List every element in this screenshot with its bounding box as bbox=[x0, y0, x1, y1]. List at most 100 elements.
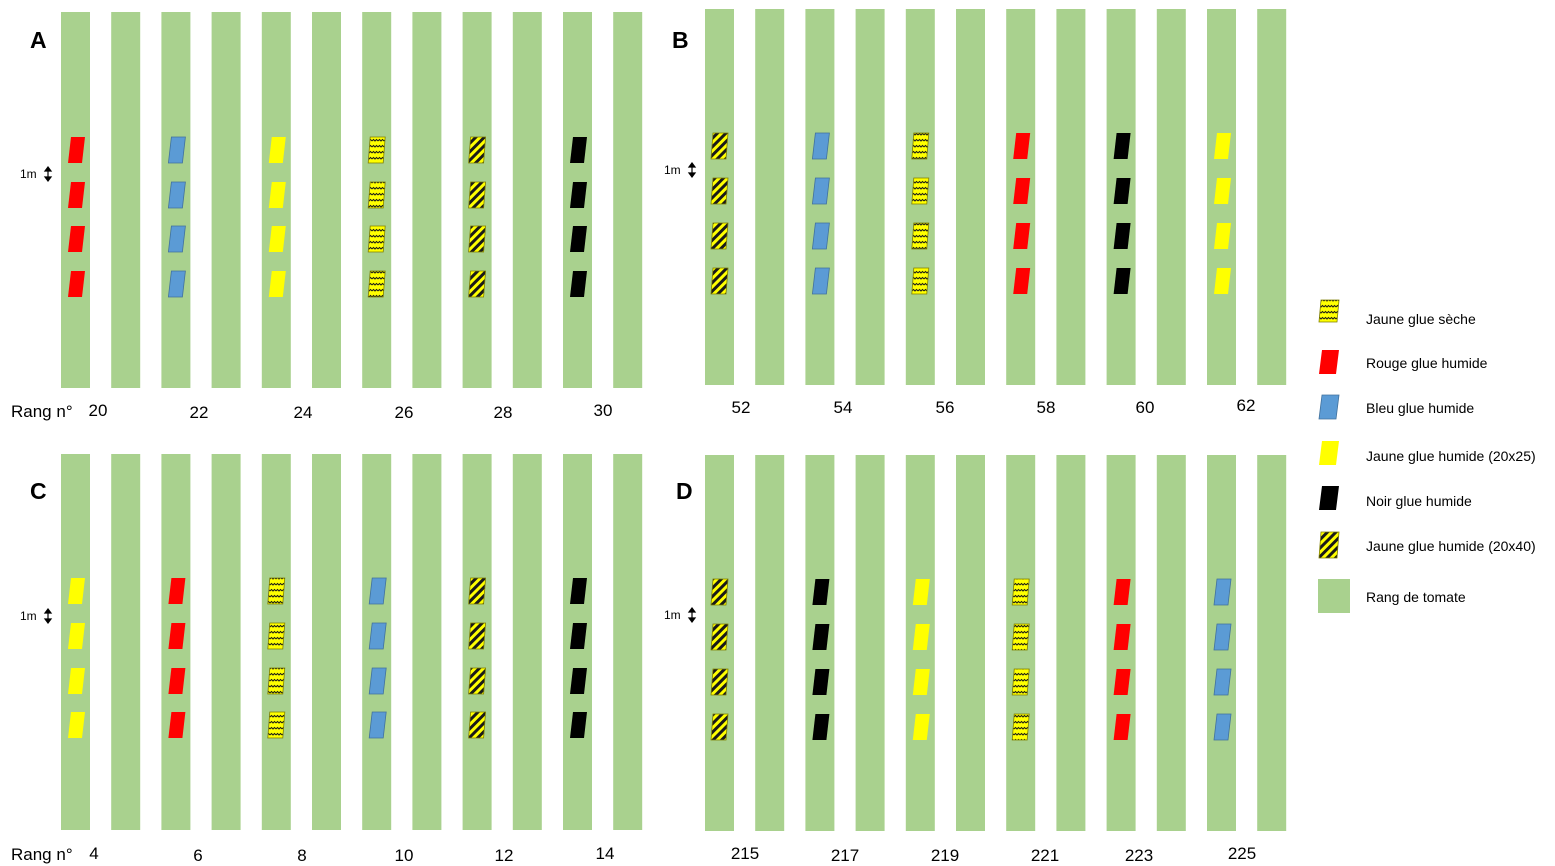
row-number: 14 bbox=[595, 844, 615, 863]
trap-yellow-dry bbox=[911, 132, 930, 160]
row-number: 10 bbox=[394, 846, 414, 865]
trap-black bbox=[1113, 223, 1131, 249]
tomato-row bbox=[1257, 9, 1287, 385]
trap-black bbox=[570, 623, 587, 649]
trap-red bbox=[1013, 133, 1031, 159]
trap-black bbox=[570, 137, 587, 163]
trap-yellow-dry bbox=[267, 711, 286, 739]
legend-label: Bleu glue humide bbox=[1366, 400, 1475, 416]
trap-yellow-wet-20x40 bbox=[710, 668, 729, 696]
trap-red bbox=[1113, 579, 1131, 605]
panel-d bbox=[705, 455, 1287, 831]
trap-yellow-wet-20x25 bbox=[1214, 268, 1231, 294]
row-number: 219 bbox=[930, 846, 960, 865]
rang-prefix-bottom: Rang n° bbox=[11, 845, 73, 864]
row-number: 223 bbox=[1124, 846, 1154, 865]
double-arrow-icon bbox=[687, 162, 697, 178]
row-number: 60 bbox=[1135, 398, 1155, 417]
trap-blue bbox=[368, 577, 387, 605]
trap-yellow-dry bbox=[911, 267, 930, 295]
trap-yellow-wet-20x40 bbox=[710, 267, 729, 295]
panel-letter-d: D bbox=[676, 478, 693, 504]
trap-yellow-wet-20x25 bbox=[68, 668, 85, 694]
legend-label: Jaune glue humide (20x40) bbox=[1366, 538, 1536, 554]
tomato-row bbox=[613, 454, 643, 830]
trap-yellow-wet-20x40 bbox=[468, 622, 487, 650]
trap-yellow-wet-20x40 bbox=[710, 132, 729, 160]
row-number: 52 bbox=[731, 398, 751, 417]
trap-black bbox=[812, 579, 830, 605]
trap-red bbox=[1113, 714, 1131, 740]
trap-blue bbox=[811, 267, 830, 295]
tomato-row bbox=[1156, 9, 1186, 385]
row-number: 56 bbox=[935, 398, 955, 417]
trap-blue bbox=[1213, 623, 1232, 651]
trap-yellow-dry bbox=[1011, 623, 1030, 651]
trap-yellow-dry bbox=[267, 622, 286, 650]
trap-yellow-wet-20x25 bbox=[912, 579, 930, 605]
row-number: 225 bbox=[1227, 844, 1257, 863]
panel-letter-a: A bbox=[30, 27, 47, 53]
row-number: 58 bbox=[1036, 398, 1056, 417]
scale-label-b: 1m bbox=[664, 163, 681, 177]
trap-red bbox=[68, 271, 85, 297]
trap-blue bbox=[811, 222, 830, 250]
trap-black bbox=[812, 624, 830, 650]
tomato-row bbox=[111, 12, 141, 388]
double-arrow-icon bbox=[687, 607, 697, 623]
trap-yellow-wet-20x40 bbox=[468, 181, 487, 209]
tomato-row bbox=[111, 454, 141, 830]
trap-yellow-dry bbox=[1011, 713, 1030, 741]
trap-yellow-dry bbox=[911, 222, 930, 250]
panel-letter-b: B bbox=[672, 27, 689, 53]
yellow-dry-trap-icon bbox=[1318, 299, 1340, 323]
trap-yellow-wet-20x25 bbox=[912, 669, 930, 695]
scale-label-a: 1m bbox=[20, 167, 37, 181]
tomato-row bbox=[312, 454, 341, 830]
row-number: 6 bbox=[193, 846, 203, 865]
panel-a bbox=[61, 12, 643, 388]
yellow-wet-trap-icon bbox=[1319, 441, 1339, 465]
trap-blue bbox=[368, 711, 387, 739]
trap-red bbox=[1013, 223, 1031, 249]
trap-yellow-wet-20x40 bbox=[468, 667, 487, 695]
trap-yellow-wet-20x40 bbox=[468, 270, 487, 298]
row-number: 22 bbox=[189, 403, 209, 422]
tomato-row bbox=[855, 455, 885, 831]
trap-yellow-wet-20x25 bbox=[1214, 178, 1231, 204]
tomato-row bbox=[412, 454, 442, 830]
trap-yellow-dry bbox=[267, 577, 286, 605]
trap-black bbox=[812, 714, 830, 740]
panel-b bbox=[705, 9, 1287, 385]
trap-blue bbox=[368, 667, 387, 695]
trap-blue bbox=[1213, 578, 1232, 606]
row-number: 28 bbox=[493, 403, 513, 422]
tomato-row bbox=[956, 455, 985, 831]
trap-blue bbox=[167, 225, 186, 253]
trap-yellow-wet-20x40 bbox=[710, 623, 729, 651]
legend-item-yellow-dry: Jaune glue sèche bbox=[1318, 298, 1553, 338]
trap-red bbox=[168, 712, 186, 738]
trap-yellow-dry bbox=[267, 667, 286, 695]
trap-yellow-wet-20x25 bbox=[68, 623, 85, 649]
legend-item-yellow-wet-20x25: Jaune glue humide (20x25) bbox=[1318, 440, 1553, 480]
trap-yellow-dry bbox=[367, 270, 386, 298]
row-number: 8 bbox=[297, 846, 307, 865]
trap-blue bbox=[167, 136, 186, 164]
tomato-row-icon bbox=[1318, 579, 1350, 613]
trap-red bbox=[1013, 178, 1031, 204]
trap-black bbox=[812, 669, 830, 695]
tomato-row bbox=[211, 12, 241, 388]
trap-black bbox=[1113, 133, 1131, 159]
row-number: 221 bbox=[1030, 846, 1060, 865]
blue-trap-icon bbox=[1318, 394, 1340, 420]
rang-prefix-top: Rang n° bbox=[11, 402, 73, 421]
trap-black bbox=[570, 182, 587, 208]
row-number: 217 bbox=[830, 846, 860, 865]
trap-yellow-dry bbox=[367, 181, 386, 209]
trap-black bbox=[570, 578, 587, 604]
legend-label: Jaune glue humide (20x25) bbox=[1366, 448, 1536, 464]
trap-yellow-wet-20x40 bbox=[710, 578, 729, 606]
tomato-row bbox=[312, 12, 341, 388]
